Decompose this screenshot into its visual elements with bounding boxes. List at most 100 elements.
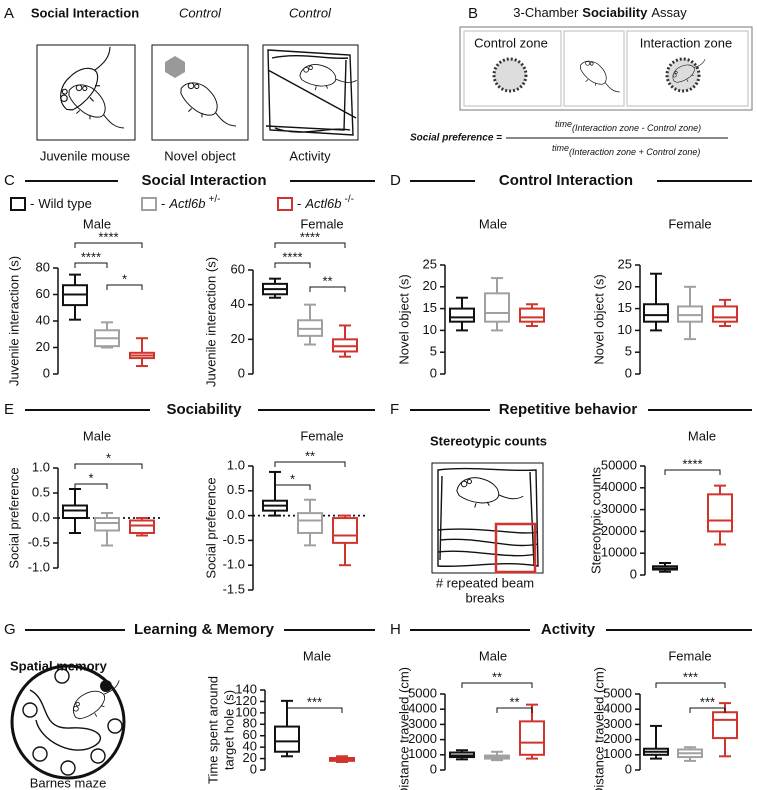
y-axis-label: Social preference <box>6 467 21 568</box>
formula-denominator: time(Interaction zone + Control zone) <box>552 143 700 157</box>
chamber <box>563 30 625 107</box>
y-axis-label: Distance traveled (cm) <box>591 667 606 790</box>
legend-label: - Wild type <box>30 196 92 211</box>
y-tick-label: 20 <box>243 750 257 765</box>
caption: Barnes maze <box>30 775 107 790</box>
novel-object <box>165 56 185 78</box>
beam-area <box>494 522 537 574</box>
arena <box>151 44 249 141</box>
y-tick-label: 4000 <box>408 701 437 716</box>
y-tick-label: 10000 <box>601 545 637 560</box>
significance-label: * <box>106 450 111 465</box>
chart-title: Male <box>479 648 507 663</box>
y-tick-label: 0 <box>630 566 637 581</box>
section-heading: F Repetitive behavior <box>390 401 752 418</box>
box <box>707 493 733 533</box>
y-axis-label: target hole (s) <box>221 690 236 770</box>
cup <box>665 57 701 93</box>
caption: Novel object <box>164 148 236 163</box>
significance-bracket <box>461 682 533 688</box>
formula-lhs: Social preference = <box>410 133 502 144</box>
significance-bracket <box>286 707 343 713</box>
y-tick-label: 3000 <box>408 716 437 731</box>
significance-bracket <box>74 262 108 268</box>
box-plot: Male Time spent around target hole (s) 0204… <box>205 648 355 784</box>
y-tick-label: 25 <box>423 256 437 271</box>
activity-trace <box>265 49 357 136</box>
y-tick-label: 0 <box>250 761 257 776</box>
significance-label: **** <box>81 249 101 264</box>
box-plot: Female Novel object (s) 0 5 10 15 20 25 <box>591 216 738 380</box>
mouse-illustration <box>68 666 123 728</box>
y-tick-label: 60 <box>243 727 257 742</box>
significance-bracket <box>496 707 533 713</box>
significance-bracket <box>689 707 726 713</box>
y-tick-label: 0 <box>430 761 437 776</box>
barnes-maze <box>10 664 126 780</box>
zone-label: Control zone <box>474 35 548 50</box>
chart-title: Male <box>83 428 111 443</box>
legend-swatch <box>10 197 26 211</box>
y-axis-label: Juvenile interaction (s) <box>6 256 21 386</box>
mouse-illustration <box>575 57 627 95</box>
y-tick-label: 40 <box>243 739 257 754</box>
significance-bracket <box>664 469 721 475</box>
caption: # repeated beam <box>436 575 534 590</box>
significance-label: ** <box>509 694 519 709</box>
y-tick-label: 40000 <box>601 479 637 494</box>
y-tick-label: 1.0 <box>227 457 245 472</box>
significance-bracket <box>655 682 726 688</box>
significance-label: * <box>290 471 295 486</box>
significance-label: **** <box>300 229 320 244</box>
y-tick-label: 4000 <box>603 701 632 716</box>
y-tick-label: 20 <box>423 278 437 293</box>
significance-bracket <box>309 286 346 292</box>
box <box>449 307 475 323</box>
section-heading: C Social Interaction <box>4 172 375 189</box>
y-axis-label: Novel object (s) <box>396 274 411 364</box>
y-tick-label: 0.5 <box>32 484 50 499</box>
significance-label: * <box>88 470 93 485</box>
arena <box>431 462 544 574</box>
box <box>274 725 300 753</box>
y-tick-label: 0 <box>43 365 50 380</box>
y-tick-label: 0 <box>625 365 632 380</box>
section-title: Learning & Memory <box>134 621 275 638</box>
y-tick-label: 0 <box>430 365 437 380</box>
y-tick-label: 15 <box>423 300 437 315</box>
panel-title: 3-Chamber Sociability Assay <box>513 5 687 20</box>
significance-label: * <box>122 271 127 286</box>
y-tick-label: -0.5 <box>223 532 245 547</box>
mouse-illustration <box>173 78 246 130</box>
panel-label: Social Interaction <box>31 5 139 20</box>
y-tick-label: 20 <box>36 339 50 354</box>
y-tick-label: 30000 <box>601 501 637 516</box>
y-tick-label: 5 <box>430 344 437 359</box>
illustration-title: Stereotypic counts <box>430 433 547 448</box>
y-tick-label: 10 <box>618 322 632 337</box>
y-tick-label: 60 <box>231 261 245 276</box>
y-tick-label: 0.0 <box>227 507 245 522</box>
section-heading: E Sociability <box>4 401 375 418</box>
y-axis-label: Time spent around <box>205 676 220 784</box>
y-axis-label: Distance traveled (cm) <box>396 667 411 790</box>
arena <box>262 44 359 141</box>
box <box>129 519 155 534</box>
zone-label: Interaction zone <box>640 35 733 50</box>
chart-title: Male <box>688 428 716 443</box>
significance-label: ** <box>492 669 502 684</box>
y-tick-label: 3000 <box>603 716 632 731</box>
panel-letter: F <box>390 401 399 418</box>
section-title: Sociability <box>166 401 242 418</box>
y-tick-label: -0.5 <box>28 534 50 549</box>
section-title: Activity <box>541 621 596 638</box>
box <box>297 512 323 534</box>
box <box>94 517 120 532</box>
legend-swatch <box>141 197 157 211</box>
significance-label: **** <box>98 229 118 244</box>
y-tick-label: -1.0 <box>223 557 245 572</box>
panel-label: Control <box>179 5 222 20</box>
y-tick-label: 60 <box>36 286 50 301</box>
